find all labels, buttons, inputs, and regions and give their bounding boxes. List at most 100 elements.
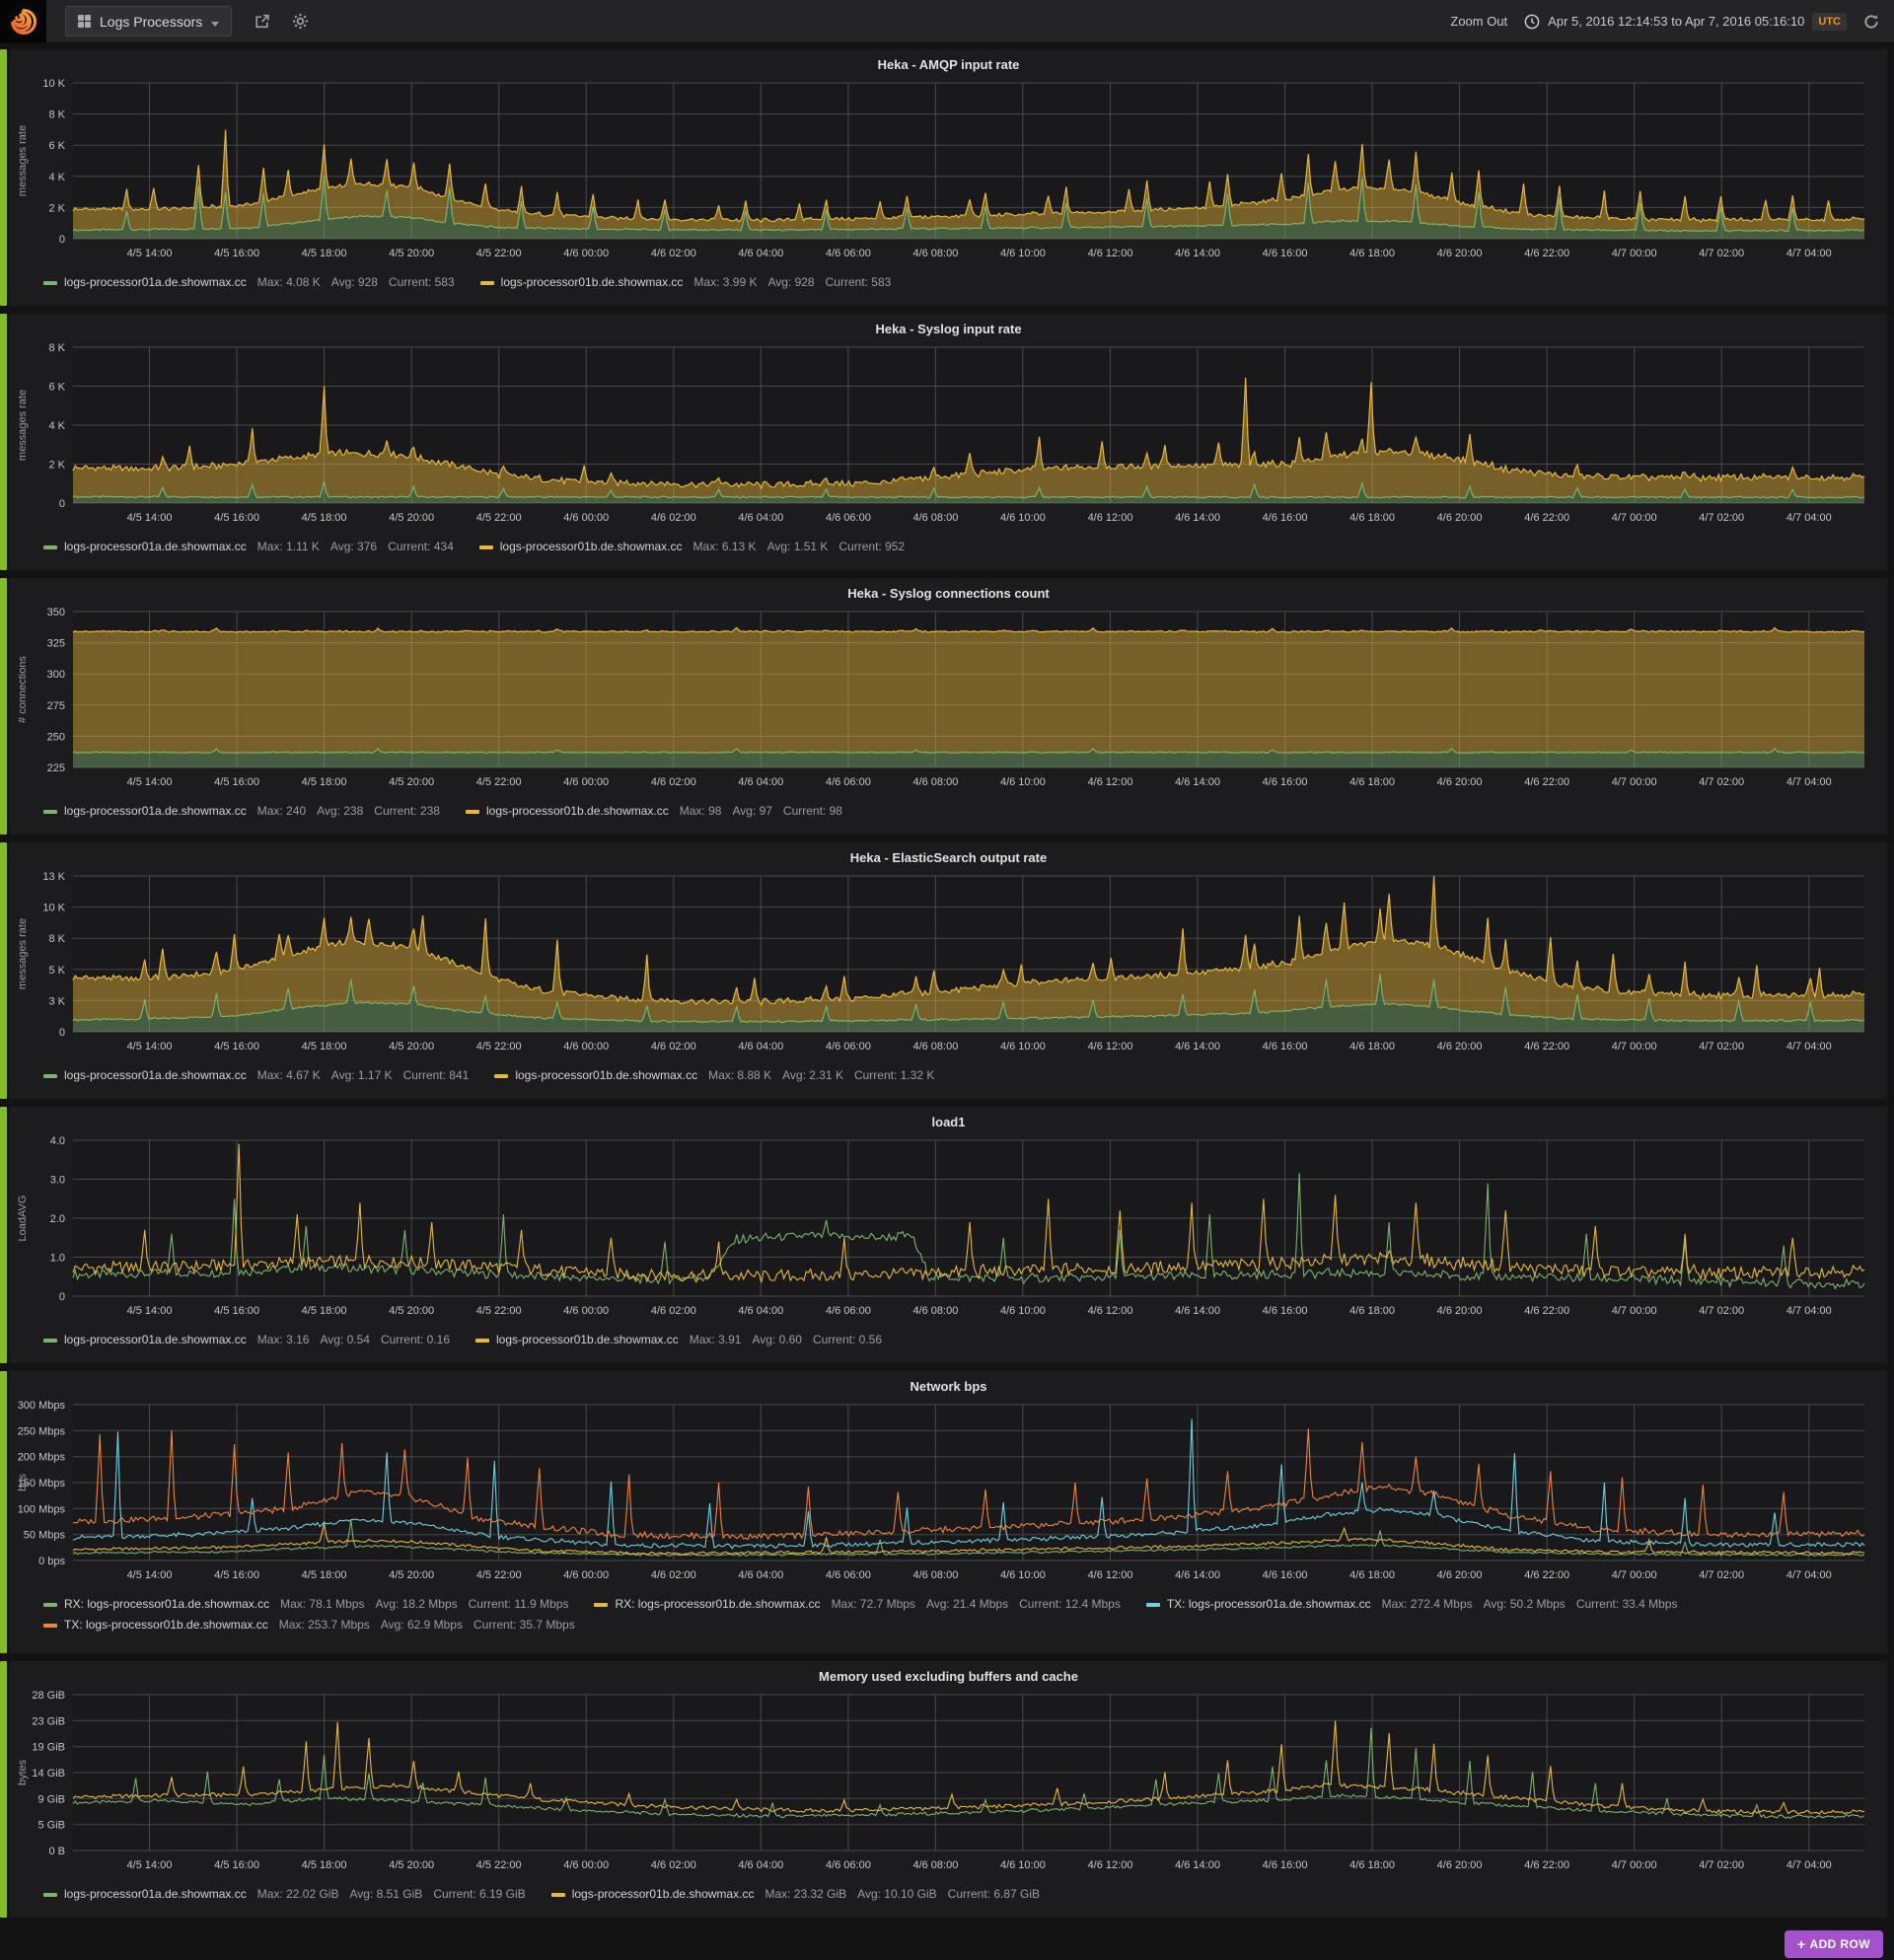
- svg-text:4/6 18:00: 4/6 18:00: [1349, 1305, 1395, 1317]
- y-axis: 0 bps 50 Mbps 100 Mbps 150 Mbps 200 Mbps 250 …: [18, 1400, 1864, 1567]
- svg-text:4/6 06:00: 4/6 06:00: [826, 512, 871, 524]
- svg-text:4/6 16:00: 4/6 16:00: [1263, 1305, 1308, 1317]
- graph-area[interactable]: 0 1.0 2.0 3.0 4.0 4/5 14:00 4/5 16:00 4/5 18:00…: [10, 1132, 1887, 1330]
- series-name[interactable]: logs-processor01a.de.showmax.cc: [64, 804, 247, 818]
- row-collapse-handle[interactable]: [0, 578, 7, 835]
- graph-canvas[interactable]: 0 B 5 GiB 9 GiB 14 GiB 19 GiB 23 GiB 28 GiB 4/5…: [10, 1687, 1880, 1884]
- series-stat: Avg: 1.51 K: [766, 540, 829, 553]
- zoom-out-button[interactable]: Zoom Out: [1450, 14, 1508, 29]
- series-name[interactable]: logs-processor01b.de.showmax.cc: [499, 540, 683, 553]
- svg-text:4/6 02:00: 4/6 02:00: [651, 776, 696, 788]
- share-button[interactable]: [254, 13, 270, 30]
- graph-canvas[interactable]: 0 1.0 2.0 3.0 4.0 4/5 14:00 4/5 16:00 4/5 18:00…: [10, 1132, 1880, 1330]
- add-row-label: ADD ROW: [1809, 1937, 1870, 1951]
- panel-row-amqp-input-rate: Heka - AMQP input rate 0 2 K 4 K 6 K 8 K 10 K 4…: [0, 49, 1887, 306]
- svg-text:4/6 12:00: 4/6 12:00: [1088, 512, 1133, 524]
- series-color-dash: [43, 280, 57, 285]
- y-axis: 0 2 K 4 K 6 K 8 K 10 K: [42, 78, 1864, 246]
- row-collapse-handle[interactable]: [0, 1661, 7, 1918]
- series-name[interactable]: RX: logs-processor01a.de.showmax.cc: [64, 1597, 270, 1611]
- series-name[interactable]: logs-processor01b.de.showmax.cc: [496, 1333, 679, 1346]
- series-name[interactable]: logs-processor01a.de.showmax.cc: [64, 1887, 247, 1901]
- legend-item: logs-processor01b.de.showmax.cc Max: 3.99…: [479, 274, 892, 291]
- series-name[interactable]: RX: logs-processor01b.de.showmax.cc: [615, 1597, 821, 1611]
- row-collapse-handle[interactable]: [0, 1107, 7, 1363]
- series-name[interactable]: logs-processor01a.de.showmax.cc: [64, 275, 247, 289]
- series-name[interactable]: TX: logs-processor01b.de.showmax.cc: [64, 1618, 268, 1632]
- graph-canvas[interactable]: 0 bps 50 Mbps 100 Mbps 150 Mbps 200 Mbps 250 …: [10, 1397, 1880, 1594]
- grafana-logo[interactable]: [0, 0, 46, 42]
- svg-text:4/6 08:00: 4/6 08:00: [912, 1569, 958, 1581]
- gear-icon: [293, 14, 309, 29]
- series-stat: Current: 583: [825, 275, 892, 289]
- svg-text:4/7 02:00: 4/7 02:00: [1699, 1569, 1744, 1581]
- panel-title[interactable]: Heka - ElasticSearch output rate: [849, 850, 1048, 865]
- svg-text:19 GiB: 19 GiB: [32, 1742, 65, 1754]
- series-name[interactable]: logs-processor01a.de.showmax.cc: [64, 1068, 247, 1082]
- svg-text:4/7 00:00: 4/7 00:00: [1612, 1569, 1657, 1581]
- svg-text:4/6 12:00: 4/6 12:00: [1088, 776, 1133, 788]
- svg-text:275: 275: [47, 700, 65, 712]
- add-row-button[interactable]: + ADD ROW: [1784, 1930, 1883, 1958]
- series-stat: Avg: 50.2 Mbps: [1483, 1597, 1566, 1611]
- dashboard-title: Logs Processors: [100, 13, 203, 30]
- series-name[interactable]: logs-processor01a.de.showmax.cc: [64, 1333, 247, 1346]
- svg-text:300 Mbps: 300 Mbps: [18, 1400, 66, 1412]
- panel-title[interactable]: Network bps: [910, 1379, 987, 1394]
- refresh-button[interactable]: [1863, 14, 1879, 30]
- svg-text:4/5 16:00: 4/5 16:00: [214, 1859, 259, 1871]
- row-collapse-handle[interactable]: [0, 1371, 7, 1653]
- svg-text:4/5 18:00: 4/5 18:00: [302, 512, 347, 524]
- panel-title[interactable]: Heka - AMQP input rate: [877, 57, 1020, 72]
- series-stat: Avg: 97: [732, 804, 772, 818]
- svg-text:8 K: 8 K: [48, 109, 65, 121]
- svg-text:4/6 08:00: 4/6 08:00: [912, 1859, 958, 1871]
- svg-text:4/6 10:00: 4/6 10:00: [1000, 1305, 1046, 1317]
- panel-title[interactable]: load1: [931, 1115, 966, 1129]
- svg-text:4/5 16:00: 4/5 16:00: [214, 512, 259, 524]
- series-stat: Max: 22.02 GiB: [256, 1887, 339, 1901]
- series-name[interactable]: logs-processor01b.de.showmax.cc: [500, 275, 684, 289]
- series-name[interactable]: TX: logs-processor01a.de.showmax.cc: [1166, 1597, 1371, 1611]
- svg-text:4/5 20:00: 4/5 20:00: [389, 248, 434, 259]
- row-collapse-handle[interactable]: [0, 842, 7, 1099]
- time-range-picker[interactable]: Apr 5, 2016 12:14:53 to Apr 7, 2016 05:1…: [1524, 12, 1847, 31]
- svg-text:4/6 02:00: 4/6 02:00: [651, 1041, 696, 1053]
- graph-canvas[interactable]: 02 K4 K6 K8 K10 K4/5 14:00 4/5 16:00 4/5 1…: [10, 75, 1880, 272]
- graph-canvas[interactable]: 03 K5 K8 K10 K13 K4/5 14:00 4/5 16:00 4/5 …: [10, 868, 1880, 1065]
- panel-title[interactable]: Heka - Syslog connections count: [847, 586, 1050, 601]
- series-stat: Current: 0.16: [380, 1333, 450, 1346]
- series-stat: Current: 33.4 Mbps: [1575, 1597, 1678, 1611]
- time-range-text: Apr 5, 2016 12:14:53 to Apr 7, 2016 05:1…: [1548, 14, 1805, 29]
- series-name[interactable]: logs-processor01a.de.showmax.cc: [64, 540, 247, 553]
- row-collapse-handle[interactable]: [0, 314, 7, 570]
- series-stat: Avg: 1.17 K: [330, 1068, 393, 1082]
- series-name[interactable]: logs-processor01b.de.showmax.cc: [571, 1887, 755, 1901]
- dashboard-grid-icon: [78, 15, 91, 28]
- svg-text:4/6 02:00: 4/6 02:00: [651, 1305, 696, 1317]
- graph-canvas[interactable]: 0 2 K 4 K 6 K 8 K 4/5 14:00 4/5 16:00 4/5 18:00…: [10, 339, 1880, 537]
- series-color-dash: [594, 1602, 609, 1607]
- graph-area[interactable]: 0 2 K 4 K 6 K 8 K 4/5 14:00 4/5 16:00 4/5 18:00…: [10, 339, 1887, 537]
- panel-row-network-bps: Network bps 0 bps 50 Mbps 100 Mbps 150 Mbps 2…: [0, 1371, 1887, 1653]
- panel-title[interactable]: Heka - Syslog input rate: [875, 322, 1022, 336]
- svg-text:4/7 02:00: 4/7 02:00: [1699, 512, 1744, 524]
- x-axis: 4/5 14:00 4/5 16:00 4/5 18:00 4/5 20:00 4/5 …: [127, 347, 1832, 524]
- settings-button[interactable]: [292, 13, 309, 30]
- graph-area[interactable]: 225 250 275 300 325 350 4/5 14:00 4/5 16:00 4/5 …: [10, 604, 1887, 801]
- svg-text:2 K: 2 K: [48, 460, 65, 472]
- panel-title[interactable]: Memory used excluding buffers and cache: [819, 1669, 1078, 1684]
- series-name[interactable]: logs-processor01b.de.showmax.cc: [515, 1068, 698, 1082]
- series-name[interactable]: logs-processor01b.de.showmax.cc: [485, 804, 669, 818]
- svg-text:50 Mbps: 50 Mbps: [24, 1530, 66, 1542]
- x-axis: 4/5 14:00 4/5 16:00 4/5 18:00 4/5 20:00 4/5 …: [127, 876, 1832, 1053]
- graph-area[interactable]: 0 B 5 GiB 9 GiB 14 GiB 19 GiB 23 GiB 28 GiB 4/5…: [10, 1687, 1887, 1884]
- dashboard-picker[interactable]: Logs Processors: [65, 6, 233, 36]
- legend-item: logs-processor01b.de.showmax.cc Max: 98 Av…: [465, 803, 842, 820]
- x-axis: 4/5 14:00 4/5 16:00 4/5 18:00 4/5 20:00 4/5 …: [127, 1405, 1832, 1581]
- graph-area[interactable]: 0 bps 50 Mbps 100 Mbps 150 Mbps 200 Mbps 250 …: [10, 1397, 1887, 1594]
- row-collapse-handle[interactable]: [0, 49, 7, 306]
